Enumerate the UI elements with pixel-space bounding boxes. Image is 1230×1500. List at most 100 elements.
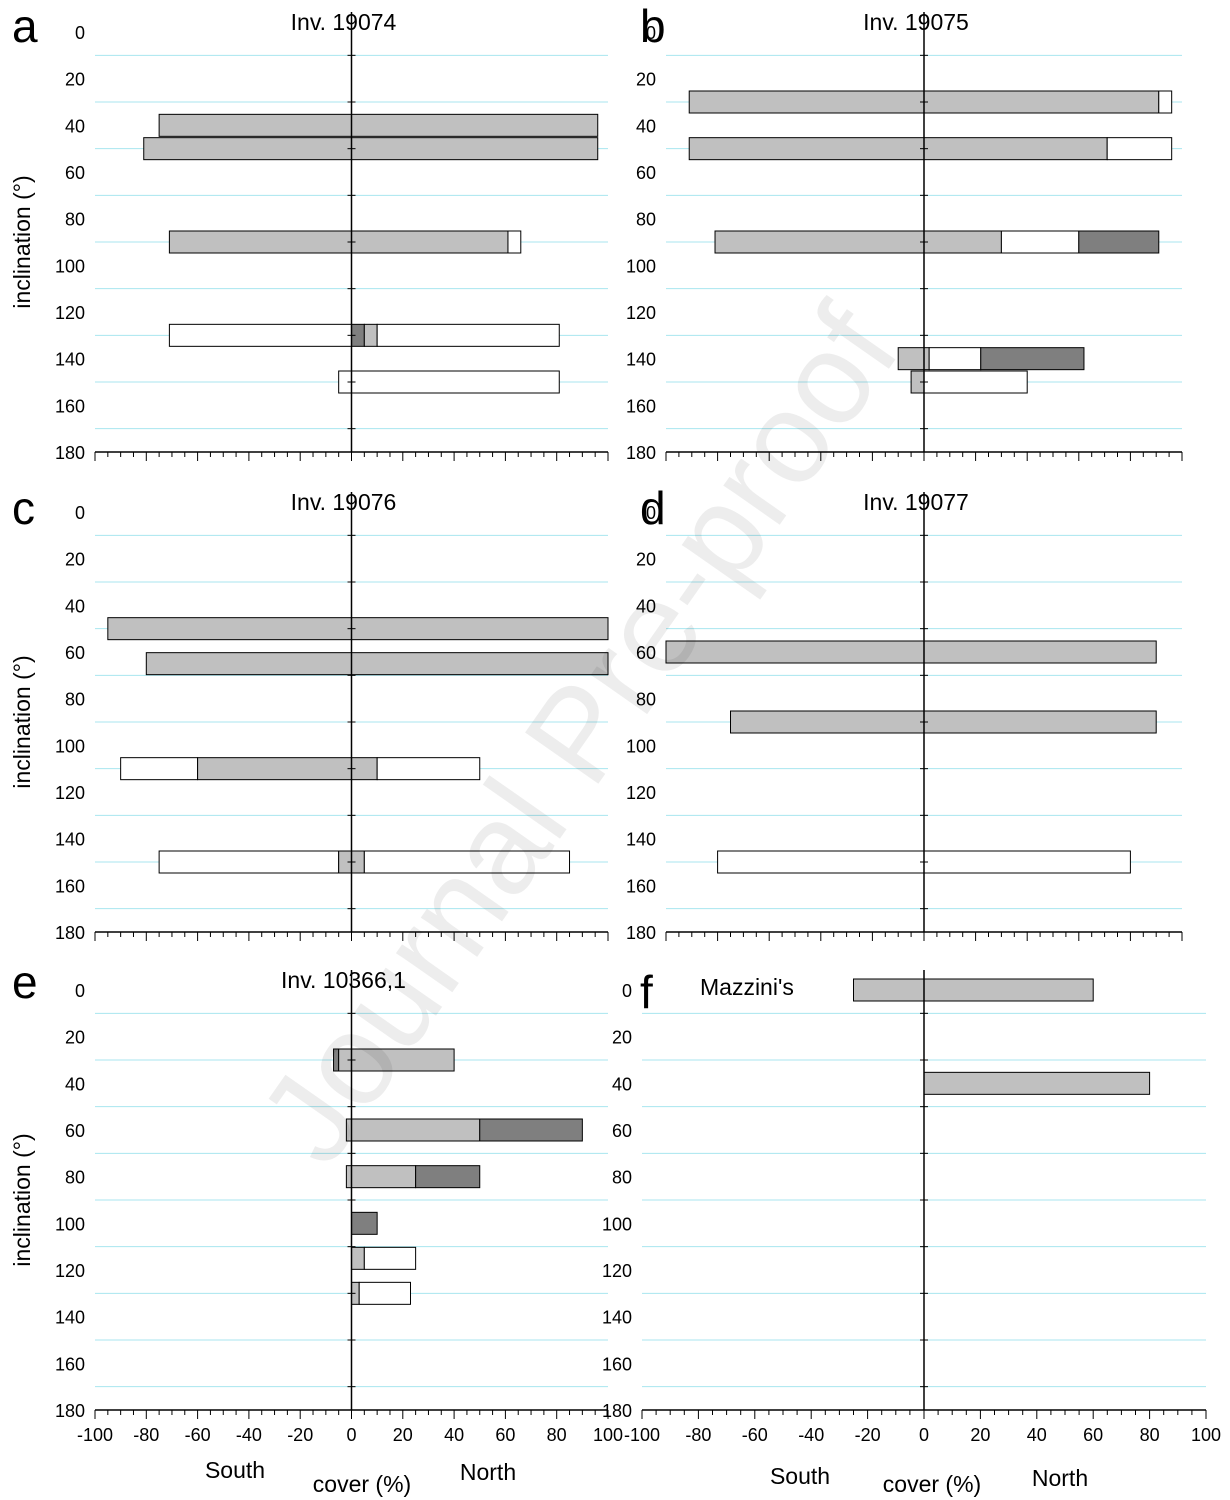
- bar-segment: [351, 1246, 365, 1270]
- x-tick-label: 100: [593, 1425, 623, 1445]
- panel-title: Inv. 19077: [863, 489, 969, 515]
- x-tick-label: 80: [547, 1425, 567, 1445]
- bar-segment: [507, 230, 522, 254]
- panel-e: e 0 20 40 60 80 100 120 140 160 180 inclination (°)…: [9, 956, 623, 1497]
- y-tick-label: 0: [75, 981, 85, 1001]
- y-tick-label: 20: [65, 550, 85, 570]
- y-tick-label: 160: [55, 396, 85, 416]
- y-tick-label: 140: [626, 830, 656, 850]
- bar-segment: [107, 617, 609, 641]
- panel-letter: e: [12, 956, 38, 1008]
- bar-segment: [415, 1165, 481, 1189]
- y-tick-label: 120: [55, 1261, 85, 1281]
- x-tick-label: -40: [798, 1425, 824, 1445]
- y-tick-label: 120: [602, 1261, 632, 1281]
- north-label: North: [460, 1459, 516, 1485]
- north-label: North: [1032, 1465, 1088, 1491]
- bar-segment: [923, 850, 1131, 874]
- bar-segment: [363, 323, 378, 347]
- y-tick-label: 0: [646, 503, 656, 523]
- y-tick-label: 20: [636, 70, 656, 90]
- x-tick-label: 0: [346, 1425, 356, 1445]
- x-tick-label: 0: [919, 1425, 929, 1445]
- y-tick-label: 0: [646, 23, 656, 43]
- x-tick-label: -60: [185, 1425, 211, 1445]
- y-tick-label: 60: [65, 1121, 85, 1141]
- y-tick-label: 100: [602, 1214, 632, 1234]
- x-tick-label: 40: [1027, 1425, 1047, 1445]
- y-tick-label: 160: [626, 396, 656, 416]
- x-tick-label: 60: [1083, 1425, 1103, 1445]
- panel-title: Inv. 19074: [291, 9, 397, 35]
- y-axis-label: inclination (°): [9, 175, 35, 308]
- y-tick-label: 40: [636, 116, 656, 136]
- x-tick-label: 20: [393, 1425, 413, 1445]
- bar-segment: [717, 850, 925, 874]
- bar-segment: [158, 850, 340, 874]
- bar-segment: [143, 137, 599, 161]
- y-tick-label: 80: [65, 210, 85, 230]
- bar-segment: [1158, 90, 1173, 114]
- bar-segment: [730, 710, 1157, 734]
- bar-segment: [928, 347, 982, 371]
- y-axis-label: inclination (°): [9, 655, 35, 788]
- y-tick-label: 40: [636, 596, 656, 616]
- y-tick-label: 100: [55, 1214, 85, 1234]
- panel-a: a 0 20 40 60 80 100 120 140 160 180 inclination (°)…: [9, 0, 609, 463]
- panel-title: Inv. 10366,1: [281, 967, 406, 993]
- y-tick-label: 180: [602, 1401, 632, 1421]
- y-tick-label: 80: [612, 1168, 632, 1188]
- y-tick-label: 180: [626, 443, 656, 463]
- y-tick-label: 40: [612, 1074, 632, 1094]
- y-tick-label: 40: [65, 596, 85, 616]
- bar-segment: [338, 370, 560, 394]
- bar-segment: [358, 1281, 411, 1305]
- panel-letter: b: [640, 0, 666, 52]
- bar-segment: [120, 757, 199, 781]
- y-tick-label: 160: [55, 876, 85, 896]
- bar-segment: [1106, 137, 1173, 161]
- x-tick-label: -20: [287, 1425, 313, 1445]
- y-tick-label: 60: [612, 1121, 632, 1141]
- bar-segment: [351, 1211, 378, 1235]
- bar-segment: [376, 323, 560, 347]
- bar-segment: [853, 978, 1094, 1002]
- panel-d: d0 20 40 60 80 100 120 140 160 180 Inv. 19077: [626, 482, 1183, 943]
- panel-letter: d: [640, 482, 666, 534]
- y-tick-label: 140: [626, 350, 656, 370]
- bar-segment: [688, 137, 1108, 161]
- y-tick-label: 20: [612, 1028, 632, 1048]
- x-axis-label: cover (%): [313, 1471, 411, 1497]
- x-tick-label: 40: [444, 1425, 464, 1445]
- y-tick-label: 160: [626, 876, 656, 896]
- y-tick-label: 0: [622, 981, 632, 1001]
- y-tick-label: 60: [65, 643, 85, 663]
- bar-segment: [363, 850, 571, 874]
- panel-title: Inv. 19076: [291, 489, 397, 515]
- x-tick-label: -20: [855, 1425, 881, 1445]
- x-tick-label: 100: [1191, 1425, 1221, 1445]
- y-tick-label: 180: [55, 923, 85, 943]
- x-tick-label: 80: [1140, 1425, 1160, 1445]
- y-tick-label: 80: [65, 1168, 85, 1188]
- bar-segment: [145, 652, 609, 676]
- y-tick-label: 20: [65, 70, 85, 90]
- y-tick-label: 120: [55, 303, 85, 323]
- y-tick-label: 80: [65, 690, 85, 710]
- y-tick-label: 120: [626, 783, 656, 803]
- y-tick-label: 180: [55, 443, 85, 463]
- y-tick-label: 160: [602, 1354, 632, 1374]
- y-tick-label: 140: [55, 830, 85, 850]
- x-tick-label: -60: [742, 1425, 768, 1445]
- panel-letter: c: [12, 482, 35, 534]
- y-tick-label: 140: [55, 350, 85, 370]
- y-tick-label: 100: [626, 736, 656, 756]
- watermark-text: Journal Pre-proof: [230, 280, 926, 1187]
- bar-segment: [168, 230, 509, 254]
- y-tick-label: 140: [55, 1308, 85, 1328]
- y-tick-label: 100: [626, 256, 656, 276]
- x-tick-label: -80: [133, 1425, 159, 1445]
- bar-segment: [363, 1246, 417, 1270]
- y-tick-label: 120: [55, 783, 85, 803]
- panel-letter: a: [12, 0, 38, 52]
